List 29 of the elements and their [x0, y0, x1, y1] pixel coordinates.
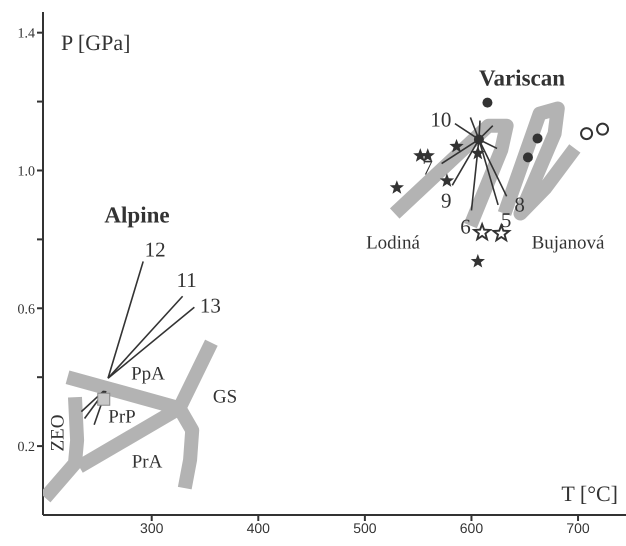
- x-tick-label: 600: [460, 520, 484, 536]
- x-axis-title: T [°C]: [561, 481, 618, 506]
- annotation: Lodiná: [366, 232, 420, 254]
- annotation: 10: [430, 108, 452, 132]
- annotation: PrP: [108, 406, 136, 428]
- annotation: 12: [144, 237, 166, 262]
- y-tick-label: 1.4: [18, 26, 35, 42]
- y-tick-label: 1.0: [18, 164, 35, 180]
- annotation: 11: [176, 268, 197, 292]
- annotation: Bujanová: [532, 232, 605, 254]
- annotation: ZEO: [48, 414, 68, 452]
- x-tick-label: 300: [140, 520, 164, 536]
- y-tick-label: 0.2: [18, 440, 35, 456]
- annotation: 7: [422, 156, 433, 180]
- annotation: PpA: [131, 364, 166, 384]
- annotation: Alpine: [104, 202, 170, 228]
- y-axis-title: P [GPa]: [61, 30, 130, 55]
- annotation: GS: [212, 386, 238, 408]
- annotation: 13: [200, 293, 221, 318]
- annotation: Variscan: [478, 66, 566, 90]
- annotation: 6: [460, 214, 471, 238]
- annotation: 8: [514, 192, 525, 216]
- y-tick-label: 0.6: [18, 302, 35, 318]
- annotation: PrA: [132, 452, 163, 472]
- annotation: 5: [500, 208, 512, 232]
- x-tick-label: 400: [246, 520, 270, 536]
- annotation: 9: [441, 188, 452, 212]
- x-tick-label: 500: [353, 520, 377, 536]
- x-tick-label: 700: [566, 520, 590, 536]
